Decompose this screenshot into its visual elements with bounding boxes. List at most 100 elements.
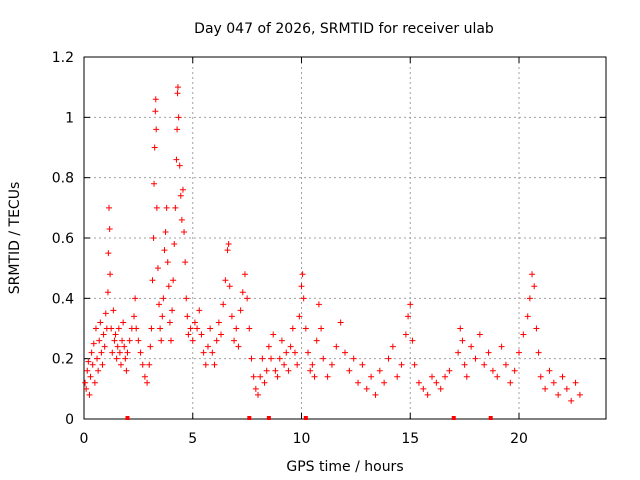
data-point — [459, 337, 466, 344]
data-point — [168, 337, 174, 344]
data-point — [531, 283, 538, 290]
data-point — [211, 361, 218, 368]
data-point — [105, 250, 112, 257]
data-point — [389, 343, 396, 350]
data-point — [92, 325, 99, 332]
data-point — [222, 277, 229, 284]
data-point — [177, 192, 184, 199]
data-point — [90, 340, 97, 347]
data-point — [98, 349, 105, 356]
zero-marker — [125, 416, 130, 420]
data-point — [228, 313, 235, 320]
data-point — [194, 325, 201, 332]
data-point — [101, 343, 108, 350]
y-tick-label: 1.2 — [52, 50, 74, 66]
data-point — [313, 337, 320, 344]
zero-marker — [303, 416, 308, 420]
y-tick-label: 0.4 — [52, 291, 74, 307]
data-point — [402, 331, 409, 338]
data-point — [191, 319, 198, 326]
data-point — [250, 373, 257, 380]
data-point — [178, 216, 185, 223]
data-point — [151, 180, 158, 187]
data-point — [153, 204, 160, 211]
data-point — [95, 367, 102, 374]
data-point — [181, 228, 188, 235]
data-point — [113, 355, 120, 362]
data-point — [121, 343, 128, 350]
data-point — [110, 307, 117, 314]
data-point — [285, 367, 292, 374]
data-point — [144, 379, 151, 386]
data-point — [315, 301, 322, 308]
data-point — [385, 355, 392, 362]
data-point — [100, 331, 107, 338]
data-point — [409, 337, 416, 344]
data-point — [376, 367, 383, 374]
data-point — [135, 337, 142, 344]
data-point — [572, 379, 579, 386]
data-point — [147, 343, 154, 350]
data-point — [248, 355, 255, 362]
data-point — [173, 156, 180, 163]
data-point — [424, 391, 431, 398]
data-point — [152, 96, 159, 103]
data-point — [120, 319, 127, 326]
data-point — [154, 265, 161, 272]
y-tick-labels: 0 0.2 0.4 0.6 0.8 1 1.2 — [52, 50, 74, 428]
data-point — [468, 343, 475, 350]
data-point — [198, 331, 205, 338]
data-point — [96, 337, 103, 344]
zero-marker — [451, 416, 456, 420]
y-tick-label: 1 — [65, 110, 74, 126]
x-tick-label: 0 — [80, 431, 89, 447]
data-point — [196, 307, 203, 314]
y-tick-label: 0 — [65, 412, 74, 428]
data-point — [268, 355, 275, 362]
data-point — [102, 310, 109, 317]
data-point — [472, 355, 479, 362]
data-point — [111, 337, 118, 344]
data-point — [263, 367, 270, 374]
data-point — [104, 289, 111, 296]
data-point — [170, 277, 177, 284]
data-point — [485, 349, 492, 356]
y-tick-label: 0.2 — [52, 352, 74, 368]
data-point — [463, 373, 470, 380]
data-point — [502, 361, 509, 368]
zero-marker — [266, 416, 271, 420]
data-point — [516, 349, 522, 356]
chart-title: Day 047 of 2026, SRMTID for receiver ula… — [194, 21, 494, 37]
data-point — [276, 355, 283, 362]
data-point — [89, 361, 96, 368]
data-point — [88, 349, 95, 356]
data-point — [126, 337, 133, 344]
data-point — [97, 319, 104, 326]
data-point — [576, 391, 583, 398]
data-point — [481, 361, 488, 368]
data-point — [169, 307, 176, 314]
data-point — [328, 361, 335, 368]
data-point — [433, 379, 440, 386]
x-tick-labels: 0 5 10 15 20 — [80, 431, 528, 447]
data-point — [123, 367, 130, 374]
data-point — [272, 367, 279, 374]
data-point — [287, 343, 294, 350]
data-point — [172, 204, 179, 211]
data-point — [108, 325, 115, 332]
data-point — [529, 271, 536, 278]
data-point — [257, 373, 264, 380]
data-marks — [82, 84, 583, 420]
data-point — [259, 355, 266, 362]
data-point — [220, 301, 227, 308]
data-point — [185, 331, 192, 338]
data-point — [398, 361, 405, 368]
data-point — [114, 343, 121, 350]
data-point — [337, 319, 344, 326]
data-point — [218, 331, 225, 338]
data-point — [241, 271, 248, 278]
data-point — [85, 358, 92, 365]
data-point — [213, 337, 220, 344]
data-point — [187, 325, 194, 332]
